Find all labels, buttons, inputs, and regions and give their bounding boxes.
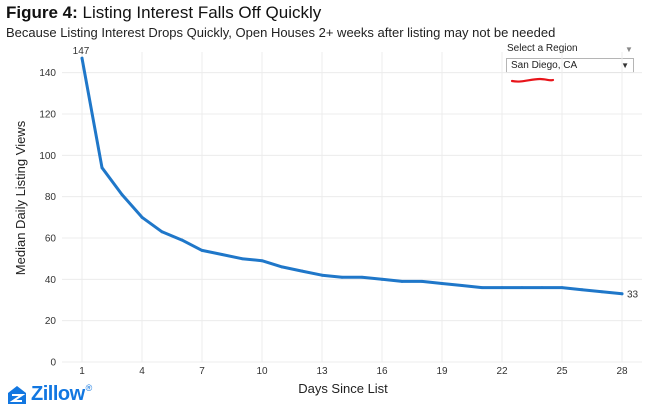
x-axis-ticks: 1 4 7 10 13 16 19 22 25 28: [79, 366, 628, 377]
x-tick-label: 19: [436, 366, 448, 377]
x-tick-label: 4: [139, 366, 145, 377]
data-point: [220, 253, 224, 256]
figure-title-prefix: Figure 4:: [6, 3, 78, 22]
data-point: [80, 56, 84, 60]
data-point: [580, 288, 584, 292]
series-line: [80, 56, 624, 296]
data-point: [280, 265, 284, 269]
chart-grid: [62, 52, 642, 363]
x-tick-label: 7: [199, 366, 205, 377]
data-point: [480, 286, 484, 289]
y-tick-label: 80: [45, 192, 57, 203]
data-point: [340, 275, 344, 279]
region-select-label: Select a Region: [507, 43, 578, 54]
x-tick-label: 28: [616, 366, 628, 377]
y-axis-ticks: 0 20 40 60 80 100 120 140: [39, 68, 56, 368]
data-point: [400, 280, 404, 283]
data-point: [600, 290, 604, 294]
data-point: [100, 166, 104, 170]
data-point: [460, 284, 464, 287]
x-tick-label: 13: [316, 366, 328, 377]
chevron-down-icon: ▼: [621, 61, 629, 70]
region-collapse-icon[interactable]: ▼: [625, 45, 633, 54]
data-point: [140, 215, 144, 219]
data-point: [560, 286, 564, 289]
data-point: [380, 277, 384, 281]
x-tick-label: 25: [556, 366, 568, 377]
data-point: [520, 286, 524, 289]
y-tick-label: 0: [50, 358, 56, 369]
data-point: [440, 282, 444, 285]
data-point: [120, 193, 124, 197]
data-point: [420, 280, 424, 283]
data-point: [320, 273, 324, 277]
y-tick-label: 140: [39, 68, 56, 79]
data-point: [200, 249, 204, 252]
x-tick-label: 10: [256, 366, 268, 377]
registered-mark: ®: [85, 383, 93, 393]
data-point: [620, 292, 624, 296]
data-point: [540, 286, 544, 289]
zillow-logo-text: Zillow: [31, 383, 85, 405]
region-underline-annotation: [510, 77, 555, 83]
zillow-logo-icon: [8, 385, 26, 404]
data-label: 33: [627, 289, 639, 300]
data-point: [260, 259, 264, 263]
data-label: 147: [73, 46, 90, 57]
figure-subtitle: Because Listing Interest Drops Quickly, …: [6, 25, 556, 40]
region-dropdown-value: San Diego, CA: [511, 60, 578, 71]
x-tick-label: 1: [79, 366, 85, 377]
y-axis-title: Median Daily Listing Views: [13, 120, 28, 275]
data-labels: 147 33: [73, 46, 639, 300]
figure-title-text: Listing Interest Falls Off Quickly: [82, 3, 322, 22]
y-tick-label: 40: [45, 275, 57, 286]
data-point: [160, 230, 164, 234]
data-point: [500, 286, 504, 289]
y-tick-label: 100: [39, 151, 56, 162]
data-point: [360, 275, 364, 279]
y-tick-label: 20: [45, 316, 57, 327]
figure-title: Figure 4: Listing Interest Falls Off Qui…: [6, 3, 321, 23]
data-point: [180, 238, 184, 242]
x-tick-label: 16: [376, 366, 388, 377]
x-tick-label: 22: [496, 366, 508, 377]
data-point: [240, 257, 244, 261]
y-tick-label: 60: [45, 234, 57, 245]
data-point: [300, 269, 304, 273]
series-points: [80, 56, 624, 296]
zillow-logo: Zillow ®: [6, 383, 92, 406]
y-tick-label: 120: [39, 110, 56, 121]
x-axis-title: Days Since List: [298, 381, 388, 396]
